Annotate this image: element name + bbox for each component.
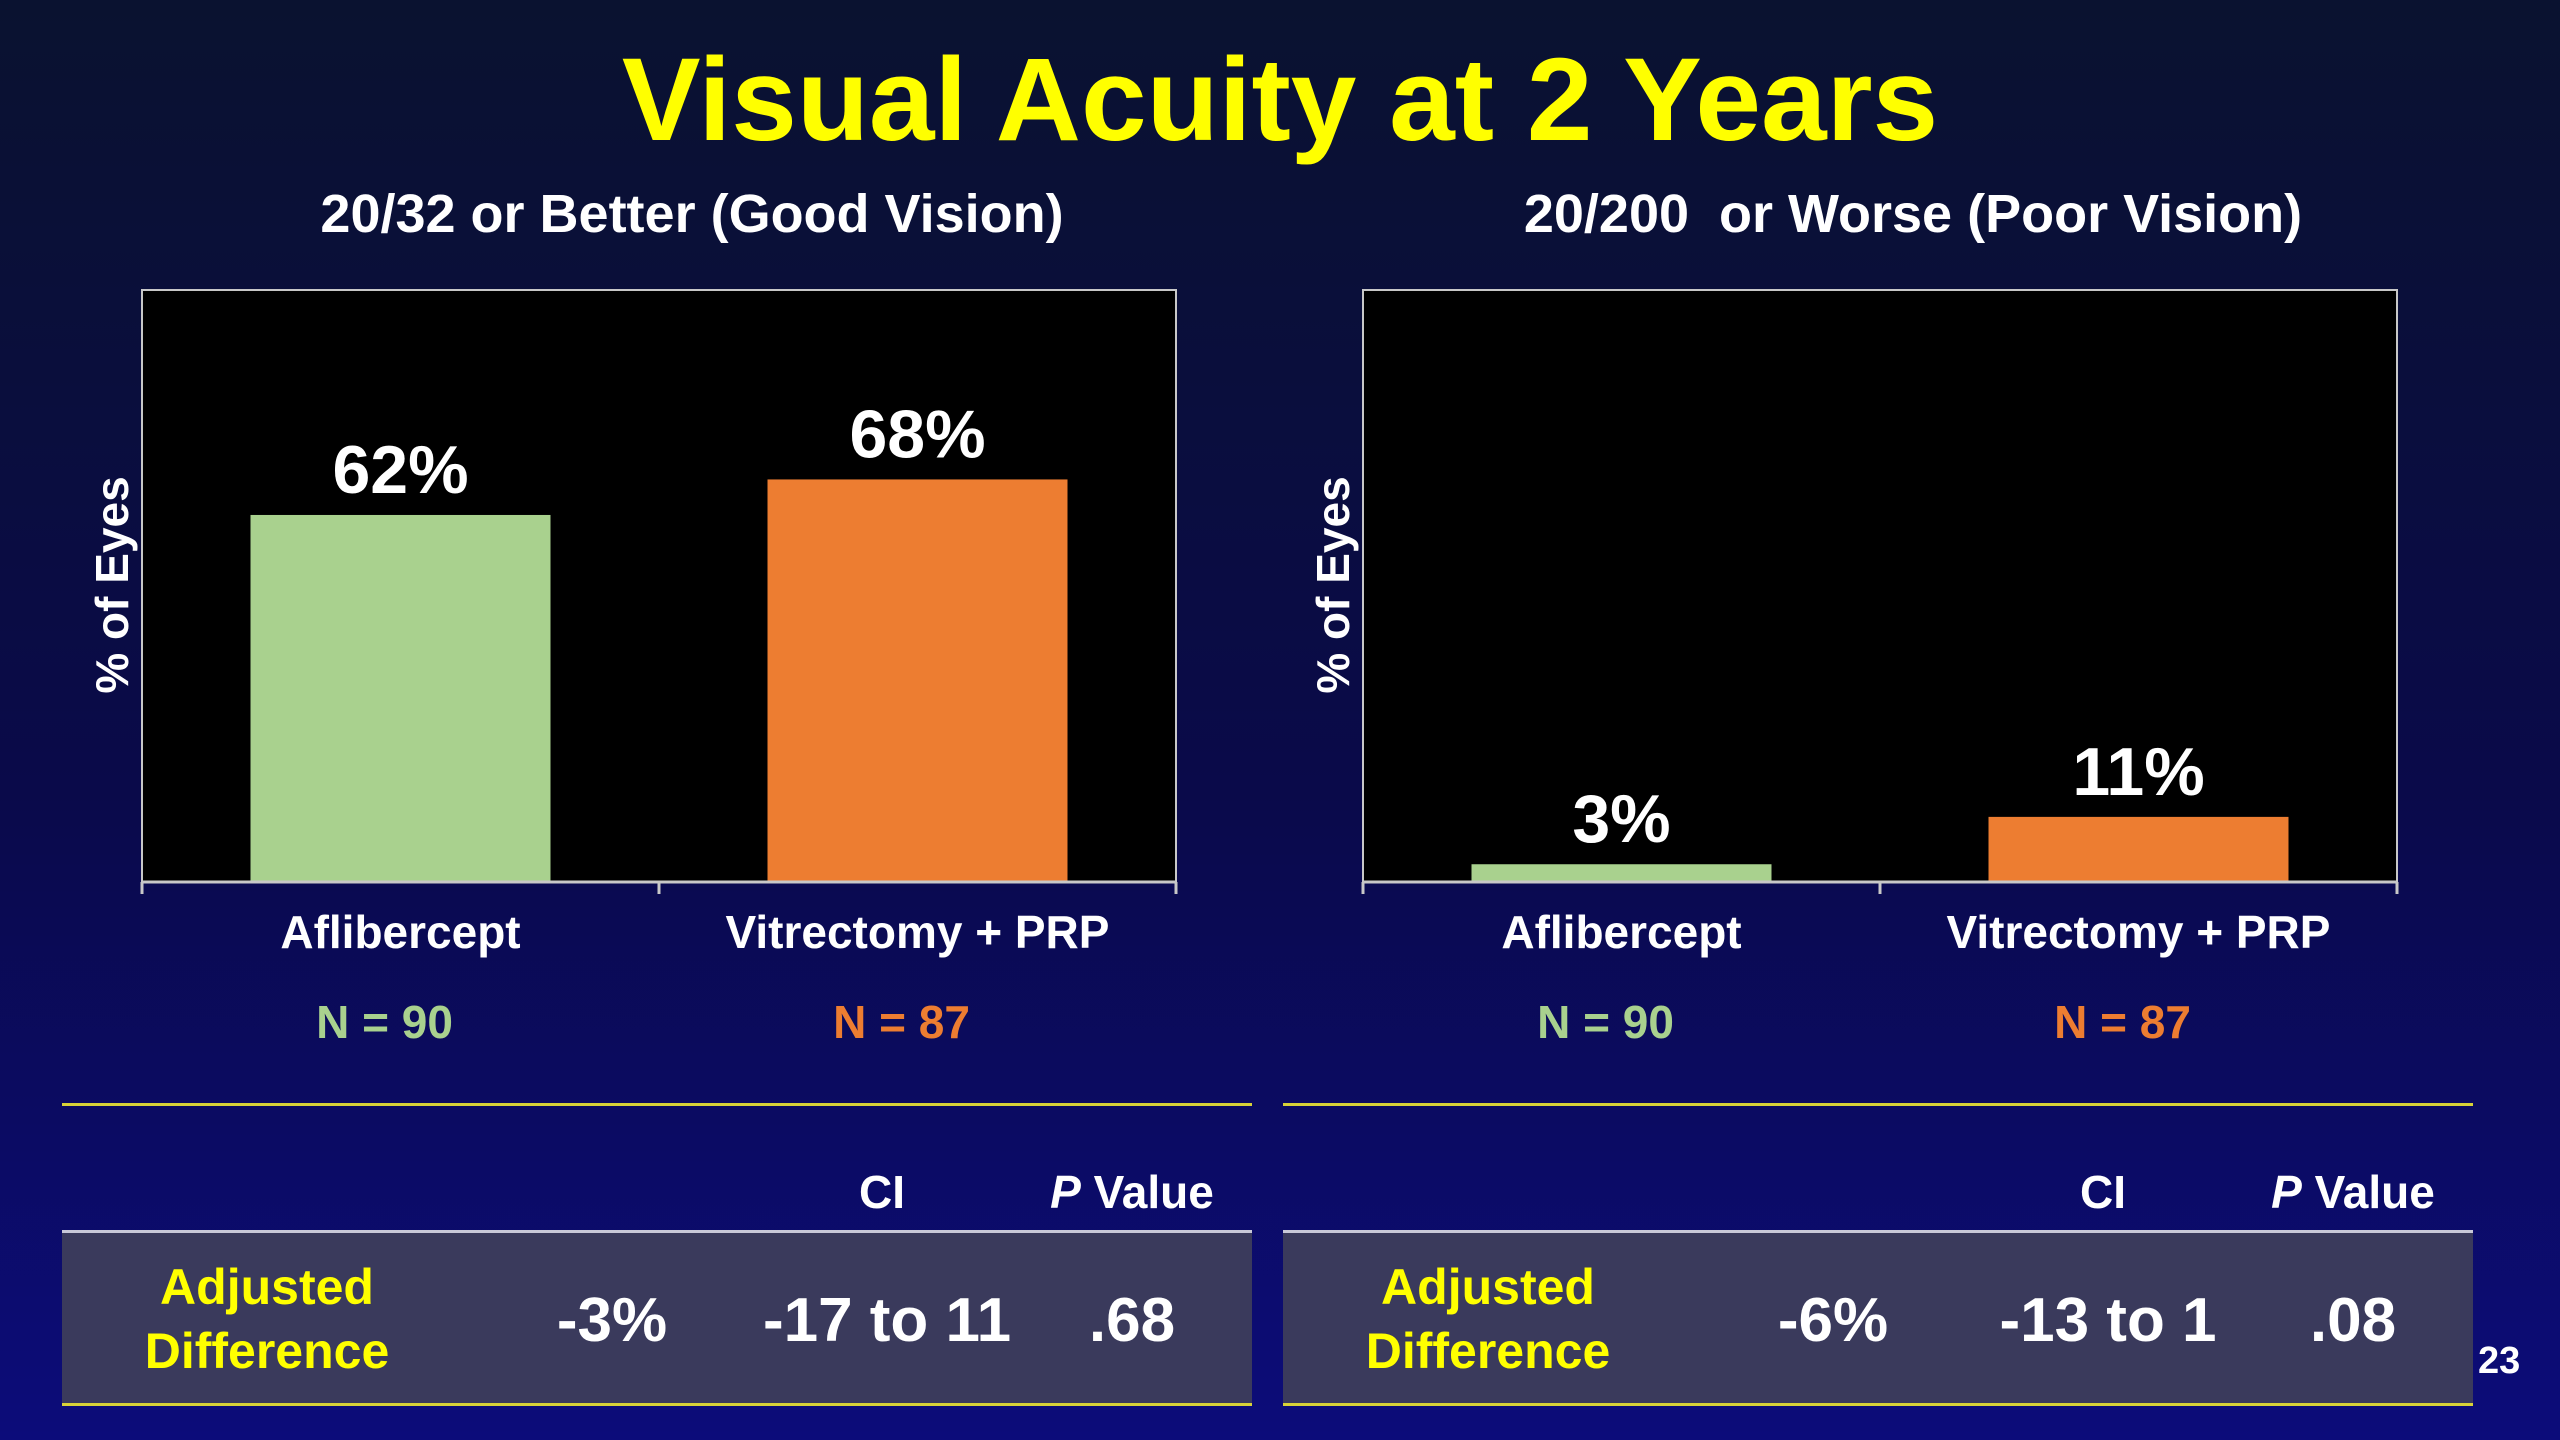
p-header-rest: Value — [1080, 1166, 1214, 1218]
row-label-line-1: Adjusted — [1381, 1259, 1595, 1315]
row-label: Adjusted Difference — [1283, 1255, 1693, 1383]
adjusted-difference-row: Adjusted Difference -6% -13 to 1 .08 — [1283, 1230, 2473, 1406]
data-label: 11% — [2072, 734, 2204, 810]
aflibercept-n-count: N = 90 — [1537, 996, 1674, 1048]
row-label-line-2: Difference — [1365, 1323, 1611, 1379]
table-top-rule — [62, 1103, 1252, 1106]
p-value-header: P Value — [1022, 1165, 1242, 1219]
bar — [1471, 864, 1772, 882]
x-category-label: Vitrectomy + PRP — [1946, 906, 2331, 958]
difference-value: -6% — [1777, 1286, 1889, 1355]
vitrectomy-n-count: N = 87 — [833, 996, 970, 1048]
row-label-line-1: Adjusted — [160, 1259, 374, 1315]
plot-area — [1362, 289, 2398, 883]
x-category-label: Aflibercept — [280, 906, 521, 958]
ci-header: CI — [859, 1166, 905, 1218]
chart-subtitle: 20/200 or Worse (Poor Vision) — [1523, 184, 2303, 244]
bar-chart: 62% 68% — [140, 289, 1178, 894]
p-value: .68 — [1088, 1286, 1176, 1355]
ci-value: -17 to 11 — [762, 1286, 1012, 1355]
data-label: 68% — [849, 396, 985, 472]
p-header-rest: Value — [2301, 1166, 2435, 1218]
row-label-line-2: Difference — [144, 1323, 390, 1379]
data-label: 3% — [1572, 781, 1670, 857]
y-axis-label: % of Eyes — [1307, 476, 1359, 694]
bar-chart-svg: 62% 68% — [140, 289, 1178, 894]
bar-chart-svg: 3% 11% — [1361, 289, 2399, 894]
page-title: Visual Acuity at 2 Years — [621, 34, 1939, 166]
bar — [250, 514, 551, 882]
p-italic: P — [1050, 1166, 1081, 1218]
data-label: 62% — [332, 432, 468, 508]
chart-subtitle: 20/32 or Better (Good Vision) — [320, 184, 1064, 244]
page-number: 23 — [2478, 1340, 2521, 1382]
adjusted-difference-row: Adjusted Difference -3% -17 to 11 .68 — [62, 1230, 1252, 1406]
y-axis-label: % of Eyes — [86, 476, 138, 694]
bar-chart: 3% 11% — [1361, 289, 2399, 894]
x-category-label: Aflibercept — [1501, 906, 1742, 958]
ci-header: CI — [2080, 1166, 2126, 1218]
p-value-header: P Value — [2243, 1165, 2463, 1219]
poor-vision-panel: 20/200 or Worse (Poor Vision) % of Eyes … — [1283, 0, 2543, 1440]
table-top-rule — [1283, 1103, 2473, 1106]
aflibercept-n-count: N = 90 — [316, 996, 453, 1048]
bar — [767, 479, 1068, 882]
row-label: Adjusted Difference — [62, 1255, 472, 1383]
vitrectomy-n-count: N = 87 — [2054, 996, 2191, 1048]
good-vision-panel: 20/32 or Better (Good Vision) % of Eyes … — [62, 0, 1322, 1440]
ci-value: -13 to 1 — [1999, 1286, 2217, 1355]
bar — [1988, 816, 2289, 882]
difference-value: -3% — [556, 1286, 668, 1355]
p-value: .08 — [2309, 1286, 2397, 1355]
p-italic: P — [2271, 1166, 2302, 1218]
x-category-label: Vitrectomy + PRP — [725, 906, 1110, 958]
